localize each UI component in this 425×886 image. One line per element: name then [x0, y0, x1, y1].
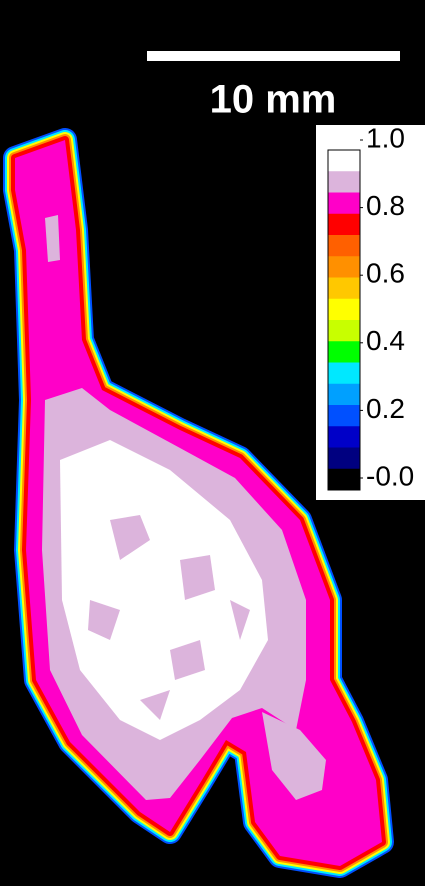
colorbar-tick-label: 1.0	[366, 122, 405, 153]
colorbar-swatch	[328, 298, 360, 321]
colorbar-swatch	[328, 320, 360, 342]
colorbar-swatch	[328, 256, 360, 278]
colorbar-swatch	[328, 447, 360, 470]
colorbar-swatch	[328, 171, 360, 193]
colorbar-swatch	[328, 341, 360, 363]
scale-bar	[147, 51, 400, 61]
scale-bar-label: 10 mm	[210, 78, 337, 122]
colorbar-swatch	[328, 383, 360, 406]
colorbar-swatch	[328, 277, 360, 300]
colorbar-swatch	[328, 192, 360, 215]
colorbar-swatch	[328, 235, 360, 257]
colorbar-swatch	[328, 468, 360, 491]
colorbar-tick-label: 0.2	[366, 393, 405, 424]
colorbar-tick-label: -0.0	[366, 460, 414, 491]
colorbar-tick-label: 0.8	[366, 190, 405, 221]
colorbar-swatch	[328, 426, 360, 448]
tissue-map	[15, 140, 382, 866]
colorbar-tick-label: 0.4	[366, 325, 405, 356]
colorbar-swatch	[328, 405, 360, 427]
colorbar-swatch	[328, 213, 360, 236]
colorbar-frame	[327, 149, 361, 491]
colorbar-swatch	[328, 362, 360, 385]
colorbar-swatch	[328, 150, 360, 172]
colorbar-tick-label: 0.6	[366, 258, 405, 289]
